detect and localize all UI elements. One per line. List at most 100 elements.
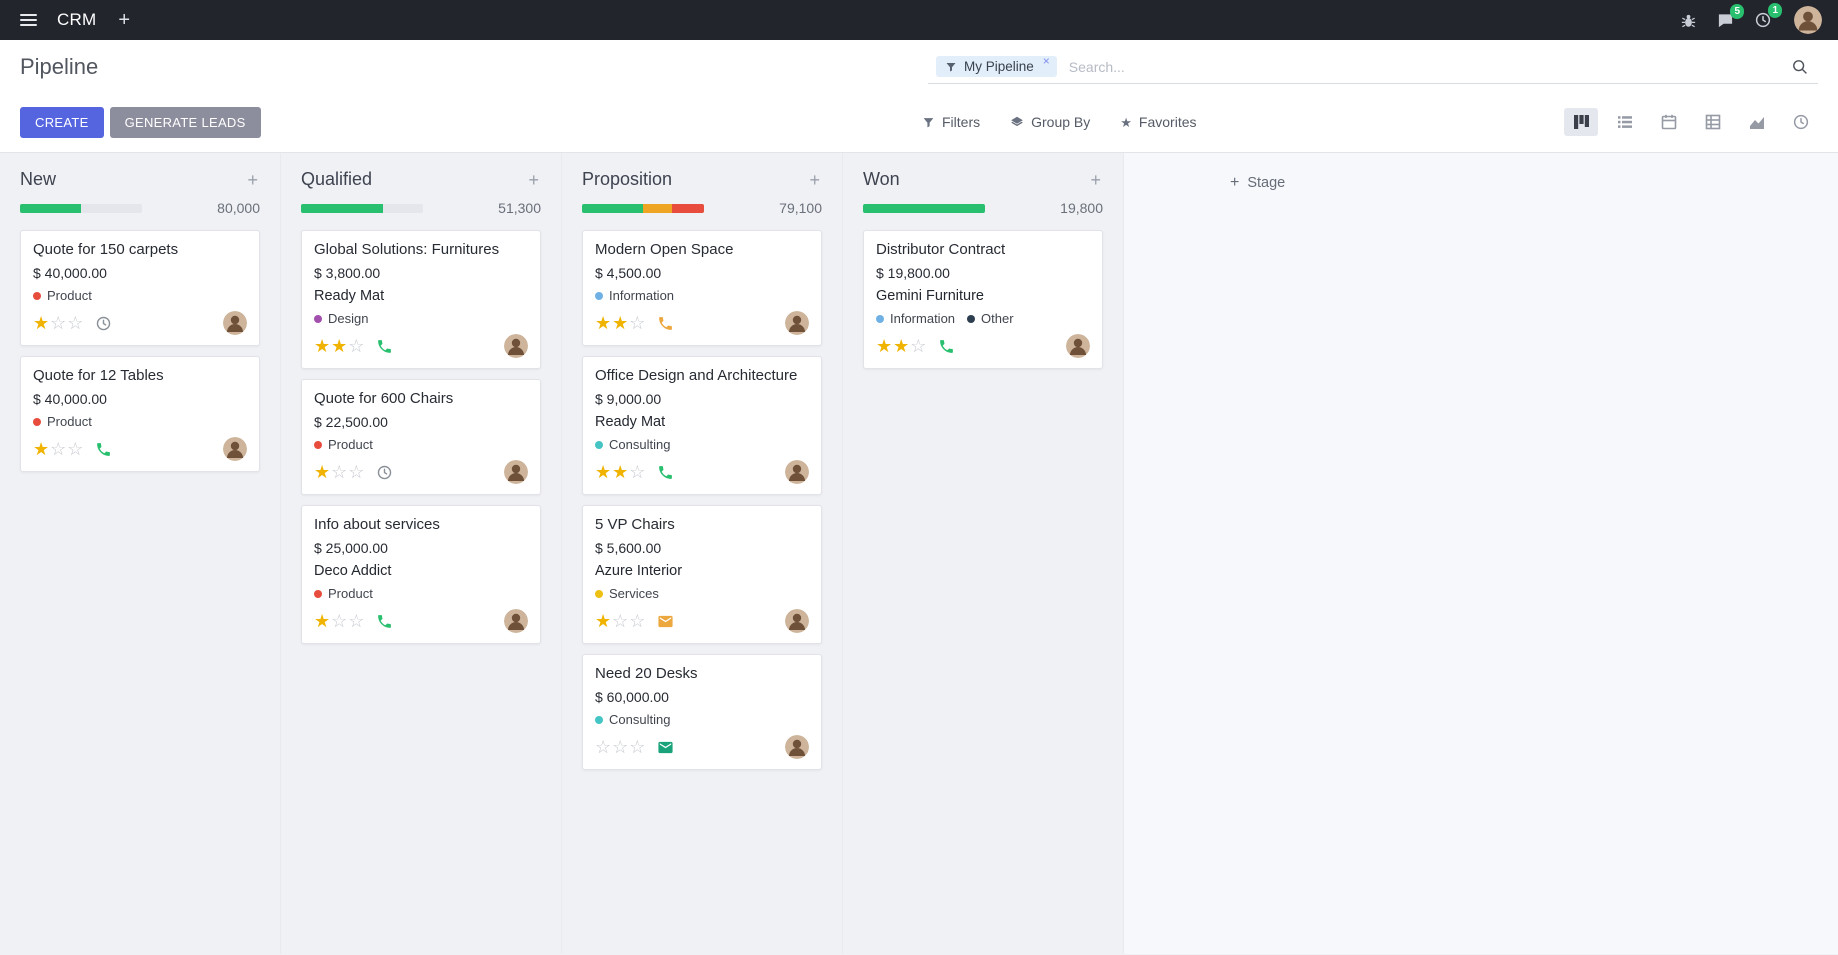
star-icon[interactable]: ★	[595, 611, 612, 631]
progress-segment[interactable]	[20, 203, 81, 213]
add-stage-button[interactable]: + Stage	[1224, 173, 1291, 193]
group-by-button[interactable]: Group By	[1010, 114, 1090, 130]
star-icon[interactable]: ★	[33, 313, 50, 333]
star-icon[interactable]: ★	[595, 313, 612, 333]
star-icon[interactable]: ☆	[910, 336, 927, 356]
kanban-card[interactable]: Office Design and Architecture $ 9,000.0…	[582, 356, 822, 495]
plus-icon: +	[1230, 174, 1240, 191]
kanban-card[interactable]: Quote for 600 Chairs $ 22,500.00 Product…	[301, 379, 541, 495]
quick-create-icon[interactable]: +	[809, 169, 820, 190]
envelope-activity-icon[interactable]	[657, 739, 674, 756]
star-icon[interactable]: ☆	[331, 611, 348, 631]
star-icon[interactable]: ★	[314, 462, 331, 482]
layers-icon	[1010, 115, 1024, 129]
quick-create-icon[interactable]: +	[528, 169, 539, 190]
star-icon[interactable]: ★	[893, 336, 910, 356]
star-icon[interactable]: ☆	[348, 336, 365, 356]
star-icon[interactable]: ☆	[629, 462, 646, 482]
kanban-card[interactable]: Quote for 150 carpets $ 40,000.00 Produc…	[20, 230, 260, 346]
search-facet: My Pipeline ×	[936, 53, 1057, 77]
plus-icon[interactable]: +	[112, 8, 136, 32]
favorites-button[interactable]: ★ Favorites	[1120, 114, 1197, 130]
progress-segment[interactable]	[301, 203, 383, 213]
envelope-activity-icon[interactable]	[657, 613, 674, 630]
kanban-card[interactable]: Quote for 12 Tables $ 40,000.00 Product …	[20, 356, 260, 472]
progress-segment[interactable]	[643, 203, 673, 213]
view-switcher-activity-icon[interactable]	[1784, 108, 1818, 136]
star-icon[interactable]: ☆	[67, 313, 84, 333]
view-switcher-pivot-icon[interactable]	[1696, 108, 1730, 136]
kanban-card[interactable]: Modern Open Space $ 4,500.00 Information…	[582, 230, 822, 346]
phone-activity-icon[interactable]	[657, 315, 674, 332]
quick-create-icon[interactable]: +	[247, 169, 258, 190]
remove-facet-icon[interactable]: ×	[1042, 53, 1050, 68]
view-switcher-list-icon[interactable]	[1608, 108, 1642, 136]
star-icon[interactable]: ☆	[50, 439, 67, 459]
progress-segment[interactable]	[863, 203, 985, 213]
card-amount: $ 3,800.00	[314, 265, 381, 281]
star-icon[interactable]: ★	[314, 336, 331, 356]
view-switcher-kanban-icon[interactable]	[1564, 108, 1598, 136]
kanban-card[interactable]: Info about services $ 25,000.00 Deco Add…	[301, 505, 541, 644]
star-icon[interactable]: ★	[595, 462, 612, 482]
search-input[interactable]	[1066, 57, 1780, 76]
filters-button[interactable]: Filters	[922, 114, 980, 130]
column-total: 79,100	[779, 200, 822, 216]
activities-clock-icon[interactable]: 1	[1748, 3, 1782, 35]
tag: Services	[595, 586, 659, 601]
tag: Product	[314, 586, 373, 601]
kanban-card[interactable]: Distributor Contract $ 19,800.00 Gemini …	[863, 230, 1103, 369]
progress-segment[interactable]	[582, 203, 643, 213]
user-avatar[interactable]	[1794, 6, 1822, 34]
star-icon[interactable]: ★	[612, 313, 629, 333]
phone-activity-icon[interactable]	[657, 464, 674, 481]
star-icon[interactable]: ★	[876, 336, 893, 356]
messages-icon[interactable]: 5	[1711, 3, 1744, 35]
star-icon[interactable]: ★	[331, 336, 348, 356]
view-switcher-graph-icon[interactable]	[1740, 108, 1774, 136]
clock-activity-icon[interactable]	[376, 464, 393, 481]
tag-dot	[595, 440, 603, 449]
star-icon[interactable]: ★	[314, 611, 331, 631]
clock-activity-icon[interactable]	[95, 315, 112, 332]
card-title: Distributor Contract	[876, 241, 1006, 258]
kanban-card[interactable]: Global Solutions: Furnitures $ 3,800.00 …	[301, 230, 541, 369]
create-button[interactable]: CREATE	[20, 106, 104, 138]
view-switcher-calendar-icon[interactable]	[1652, 108, 1686, 136]
star-icon[interactable]: ☆	[629, 611, 646, 631]
star-icon[interactable]: ☆	[629, 737, 646, 757]
star-icon[interactable]: ☆	[595, 737, 612, 757]
star-icon[interactable]: ☆	[331, 462, 348, 482]
star-icon[interactable]: ☆	[348, 462, 365, 482]
debug-bug-icon[interactable]	[1674, 6, 1703, 35]
star-icon[interactable]: ☆	[348, 611, 365, 631]
search-icon[interactable]	[1790, 57, 1810, 77]
column-progressbar[interactable]	[301, 203, 423, 213]
star-icon[interactable]: ☆	[67, 439, 84, 459]
kanban-column-new: New + 80,000 Quote for 150 carpets $ 40,…	[0, 153, 281, 954]
kanban-card[interactable]: 5 VP Chairs $ 5,600.00 Azure Interior Se…	[582, 505, 822, 644]
column-total: 51,300	[498, 200, 541, 216]
quick-create-icon[interactable]: +	[1090, 169, 1101, 190]
card-amount: $ 5,600.00	[595, 540, 662, 556]
star-icon[interactable]: ☆	[50, 313, 67, 333]
star-icon[interactable]: ☆	[612, 611, 629, 631]
tag: Information	[595, 288, 674, 303]
phone-activity-icon[interactable]	[938, 338, 955, 355]
generate-leads-button[interactable]: GENERATE LEADS	[109, 106, 261, 138]
column-progressbar[interactable]	[863, 203, 985, 213]
progress-segment[interactable]	[672, 203, 704, 213]
star-icon[interactable]: ★	[33, 439, 50, 459]
phone-activity-icon[interactable]	[376, 613, 393, 630]
column-progressbar[interactable]	[582, 203, 704, 213]
phone-activity-icon[interactable]	[95, 441, 112, 458]
apps-menu-icon[interactable]	[16, 10, 41, 30]
column-total: 19,800	[1060, 200, 1103, 216]
kanban-card[interactable]: Need 20 Desks $ 60,000.00 Consulting ☆ ☆ ☆	[582, 654, 822, 770]
app-name[interactable]: CRM	[57, 10, 97, 29]
phone-activity-icon[interactable]	[376, 338, 393, 355]
star-icon[interactable]: ★	[612, 462, 629, 482]
column-progressbar[interactable]	[20, 203, 142, 213]
star-icon[interactable]: ☆	[629, 313, 646, 333]
star-icon[interactable]: ☆	[612, 737, 629, 757]
